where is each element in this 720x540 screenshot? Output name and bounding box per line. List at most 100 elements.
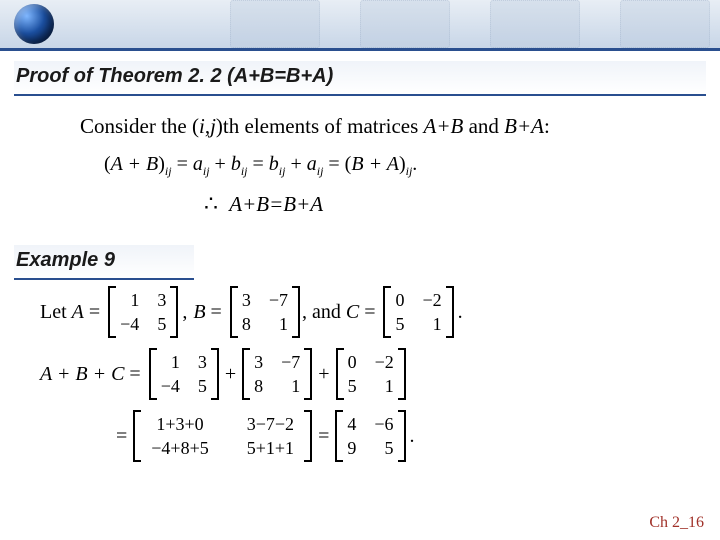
var: b [269, 153, 279, 175]
matrix-sum-expr: 1+3+0 3−7−2 −4+8+5 5+1+1 [133, 410, 312, 462]
proof-heading: Proof of Theorem 2. 2 (A+B=B+A) [14, 61, 706, 96]
subscript: ij [165, 164, 172, 178]
matrix-sum-result: 4 −6 9 5 [335, 410, 405, 462]
cell: 3−7−2 [241, 414, 300, 435]
proof-equation: (A + B)ij = aij + bij = bij + aij = (B +… [104, 153, 696, 179]
text: and [463, 114, 504, 138]
cell: −2 [422, 290, 441, 311]
cell: 5 [157, 314, 166, 335]
text: ) [158, 153, 165, 175]
var-B: B [193, 301, 205, 323]
therefore-line: ∴ A+B=B+A [204, 191, 696, 217]
text: ( [104, 153, 111, 175]
map-tile [230, 0, 320, 48]
cell: 8 [254, 376, 263, 397]
cell: 3 [242, 290, 251, 311]
matrix-B: 3 −7 8 1 [230, 286, 300, 338]
expr-aplusb: A+B [424, 114, 464, 138]
map-tile [620, 0, 710, 48]
expr: A + B [111, 153, 159, 175]
text: : [544, 114, 550, 138]
cell: 1 [375, 376, 394, 397]
text: = [172, 153, 193, 175]
text: Consider the ( [80, 114, 199, 138]
cell: 1 [269, 314, 288, 335]
subscript: ij [203, 164, 210, 178]
cell: 3 [254, 352, 263, 373]
text: = [84, 301, 100, 323]
sum-row-1: A + B + C = 1 3 −4 5 + 3 −7 8 1 + [40, 348, 696, 400]
cell: 3 [157, 290, 166, 311]
cell: −4+8+5 [145, 438, 214, 459]
cell: 8 [242, 314, 251, 335]
cell: 5 [348, 376, 357, 397]
var-A: A [72, 301, 84, 323]
page-footer: Ch 2_16 [649, 514, 704, 532]
example-heading: Example 9 [14, 245, 194, 280]
text: = [206, 301, 222, 323]
var: b [231, 153, 241, 175]
cell: 3 [198, 352, 207, 373]
cell: 1 [281, 376, 300, 397]
text: + [210, 153, 231, 175]
cell: −6 [374, 414, 393, 435]
cell: −4 [161, 376, 180, 397]
header-bar [0, 0, 720, 48]
globe-icon [14, 4, 54, 44]
cell: 9 [347, 438, 356, 459]
text: = [248, 153, 269, 175]
text: = [124, 363, 140, 385]
and-C-label: , and C = [302, 301, 376, 324]
text: + [285, 153, 306, 175]
text: = ( [323, 153, 351, 175]
subscript: ij [241, 164, 248, 178]
text: . [458, 301, 463, 324]
text: . [410, 425, 415, 448]
let-row: Let A = 1 3 −4 5 , B = 3 −7 8 1 , and C … [40, 286, 696, 338]
equals-icon: = [116, 425, 127, 448]
plus-icon: + [318, 363, 329, 386]
cell: 0 [348, 352, 357, 373]
expr: A + B + C [40, 363, 124, 385]
consider-line: Consider the (i,j)th elements of matrice… [80, 114, 696, 139]
proof-body: Consider the (i,j)th elements of matrice… [0, 96, 720, 217]
cell: 1 [161, 352, 180, 373]
B-label: B = [193, 301, 222, 324]
matrix-A: 1 3 −4 5 [108, 286, 178, 338]
expr-bplusa: B+A [504, 114, 544, 138]
text: ) [399, 153, 406, 175]
therefore-icon: ∴ [204, 191, 218, 216]
matrix-C: 0 −2 5 1 [383, 286, 453, 338]
cell: 1 [422, 314, 441, 335]
matrix-C-copy: 0 −2 5 1 [336, 348, 406, 400]
cell: 1+3+0 [145, 414, 214, 435]
matrix-A-copy: 1 3 −4 5 [149, 348, 219, 400]
header-divider [0, 48, 720, 51]
cell: 5+1+1 [241, 438, 300, 459]
text: Let [40, 301, 72, 323]
text: = [359, 301, 375, 323]
text: )th elements of matrices [216, 114, 424, 138]
cell: 4 [347, 414, 356, 435]
conclusion: A+B=B+A [229, 192, 323, 216]
example-body: Let A = 1 3 −4 5 , B = 3 −7 8 1 , and C … [0, 280, 720, 462]
cell: −2 [375, 352, 394, 373]
cell: 0 [395, 290, 404, 311]
map-tile [490, 0, 580, 48]
cell: 5 [198, 376, 207, 397]
map-tile [360, 0, 450, 48]
text: , and [302, 301, 346, 323]
var-C: C [346, 301, 359, 323]
cell: −4 [120, 314, 139, 335]
let-label: Let A = [40, 301, 100, 324]
sum-row-2: = 1+3+0 3−7−2 −4+8+5 5+1+1 = 4 −6 9 5 . [112, 410, 696, 462]
abc-label: A + B + C = [40, 363, 141, 386]
cell: 5 [374, 438, 393, 459]
cell: −7 [269, 290, 288, 311]
var: a [193, 153, 203, 175]
cell: 5 [395, 314, 404, 335]
cell: −7 [281, 352, 300, 373]
header-map-decor [0, 0, 720, 48]
equals-icon: = [318, 425, 329, 448]
plus-icon: + [225, 363, 236, 386]
